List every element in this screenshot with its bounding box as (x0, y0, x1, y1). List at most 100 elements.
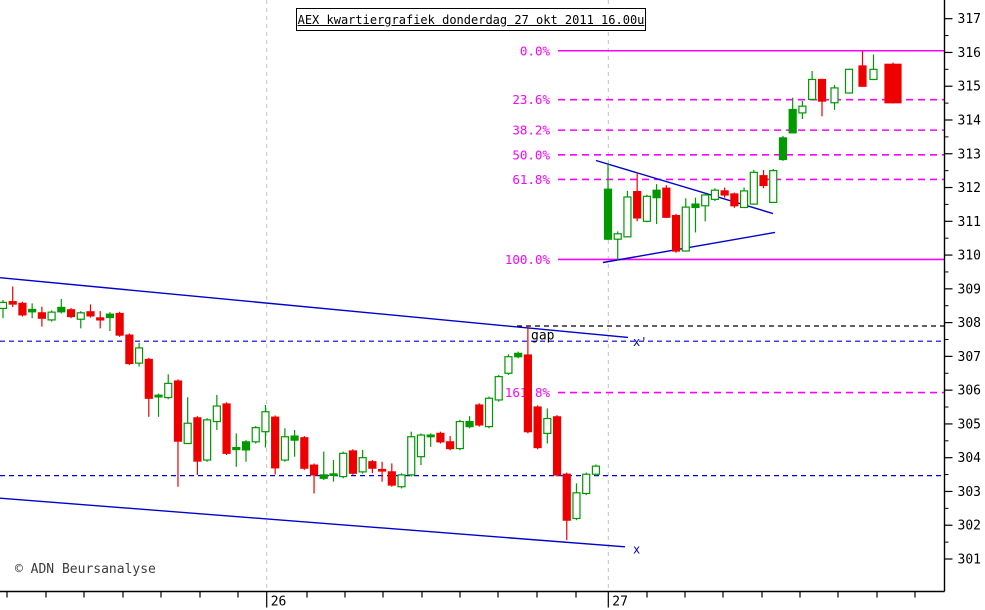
candle-body (844, 68, 854, 94)
candle-body (671, 214, 681, 252)
candle-body (232, 446, 241, 451)
candle-body (484, 397, 494, 428)
candle-body (642, 195, 651, 222)
candle-body (47, 311, 56, 321)
copyright-label: © ADN Beursanalyse (15, 562, 156, 577)
candle-body (290, 435, 299, 441)
candle-body (66, 309, 76, 318)
candle-body (96, 317, 105, 321)
candle-body (701, 194, 710, 207)
y-axis-label: 312 (958, 181, 981, 196)
candle-body (154, 394, 163, 398)
date-label: 26 (271, 595, 287, 610)
fib-label: 0.0% (520, 43, 551, 58)
trendline-channel-bottom (0, 497, 626, 548)
candle-body (514, 352, 523, 358)
fib-label: 23.6% (512, 92, 550, 107)
candle-body (348, 450, 358, 474)
chart-title: AEX kwartiergrafiek donderdag 27 okt 201… (297, 12, 645, 27)
y-axis-label: 307 (958, 350, 981, 365)
candle-body (455, 420, 464, 450)
y-axis-label: 304 (958, 451, 982, 466)
candle-body (339, 452, 348, 478)
candle-body (830, 87, 839, 104)
y-axis-label: 308 (958, 316, 981, 331)
candle-body (212, 405, 221, 423)
y-axis-label: 305 (958, 417, 981, 432)
candle-body (387, 471, 396, 486)
y-axis-label: 311 (958, 215, 981, 230)
candle-body (271, 416, 280, 469)
candle-body (407, 436, 416, 476)
candle-body (173, 380, 183, 442)
candle-body (652, 189, 661, 199)
y-axis-label: 316 (958, 46, 981, 61)
candle-body (465, 420, 474, 428)
candle-body (115, 312, 124, 336)
candle-body (769, 170, 778, 203)
y-axis-label: 301 (958, 553, 981, 568)
fib-label: 61.8% (512, 172, 550, 187)
trendline-channel-top (0, 276, 629, 339)
candle-body (416, 434, 426, 458)
candle-body (858, 65, 867, 87)
candle-body (319, 474, 328, 479)
candle-body (591, 465, 601, 475)
candle-body (76, 312, 85, 320)
candle-body (884, 63, 902, 104)
candle-body (0, 301, 8, 310)
candle-body (543, 417, 552, 434)
candle-body (300, 437, 309, 469)
candle-body (730, 193, 739, 207)
y-axis-label: 315 (958, 80, 981, 95)
candle-body (603, 188, 613, 240)
candle-body (778, 137, 788, 161)
candle-body (475, 404, 484, 426)
candle-body (8, 301, 17, 305)
candle-body (251, 427, 260, 443)
candle-body (662, 187, 671, 218)
candle-body (749, 171, 758, 205)
candle-body (798, 105, 807, 114)
candle-body (869, 68, 878, 81)
candle-body (552, 416, 562, 476)
candle-body (203, 419, 212, 461)
candle-body (222, 403, 231, 454)
candle-body (533, 406, 542, 449)
candle-body (808, 78, 817, 100)
y-axis-label: 303 (958, 485, 981, 500)
y-axis-label: 313 (958, 147, 981, 162)
candle-body (37, 312, 46, 319)
candle-body (134, 347, 144, 364)
candle-body (368, 461, 377, 469)
fib-label: 100.0% (505, 252, 551, 267)
candle-body (613, 233, 622, 240)
candle-body (28, 308, 37, 313)
candle-body (572, 492, 581, 520)
candle-body (681, 206, 690, 252)
candle-body (358, 457, 367, 473)
annotation-x: x' (633, 335, 647, 349)
candle-body (623, 196, 632, 238)
candle-body (562, 473, 571, 521)
candle-body (426, 434, 435, 438)
candle-body (397, 474, 406, 488)
y-axis-label: 310 (958, 249, 981, 264)
y-axis-label: 309 (958, 282, 981, 297)
candle-body (164, 382, 173, 399)
candle-body (57, 306, 66, 313)
annotation-gap: gap (531, 328, 555, 343)
candle-body (280, 436, 289, 461)
candle-body (691, 203, 700, 209)
candle-body (377, 468, 387, 472)
y-axis-label: 302 (958, 519, 981, 534)
candle-body (86, 311, 95, 317)
candle-body (633, 190, 642, 219)
candle-body (759, 175, 768, 187)
candle-body (309, 464, 319, 476)
fib-label: 38.2% (512, 123, 550, 138)
candle-body (241, 441, 251, 451)
candle-body (261, 411, 270, 433)
candle-body (710, 189, 720, 200)
